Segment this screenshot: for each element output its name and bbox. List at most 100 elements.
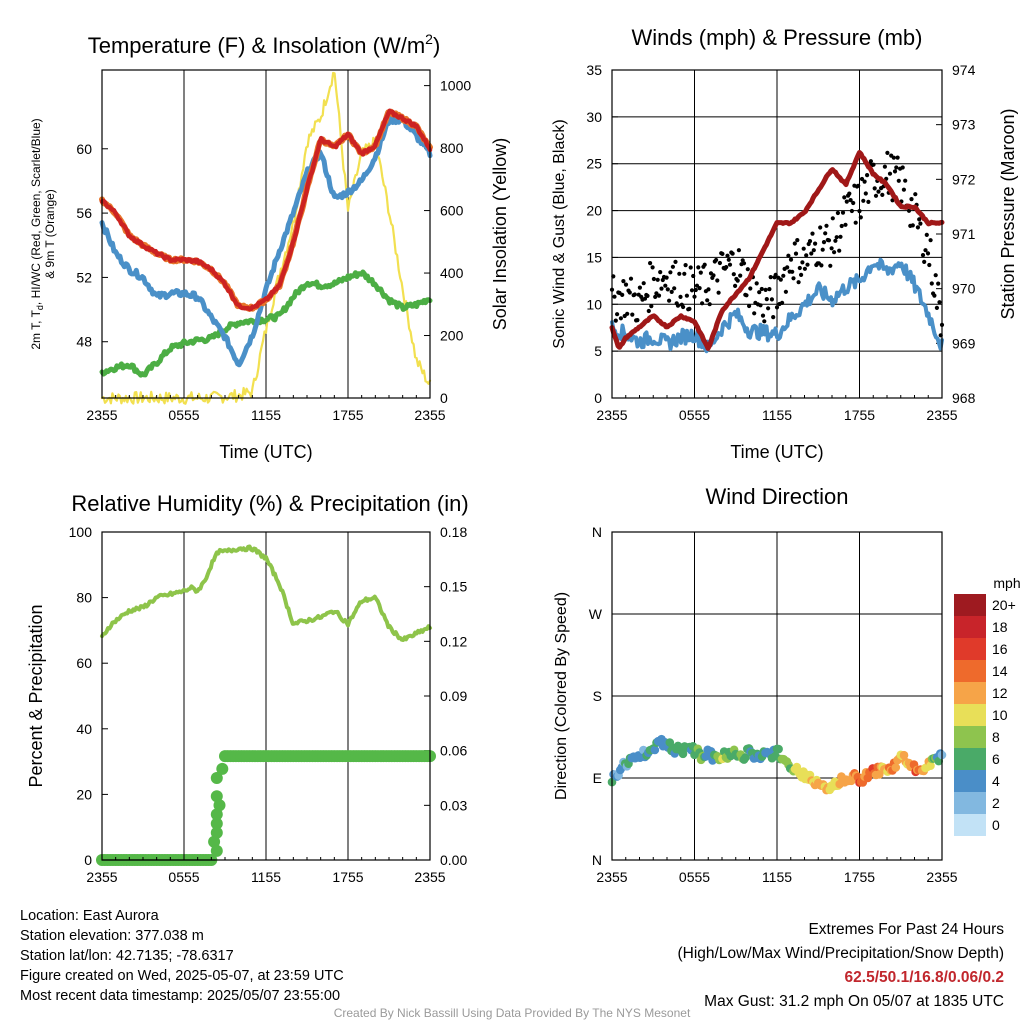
wind-gust-point xyxy=(795,238,800,243)
rh-ytick-right-label: 0.03 xyxy=(440,797,467,813)
rh-ytick-right-label: 0.18 xyxy=(440,524,467,540)
wind-ytick-label: 25 xyxy=(586,156,602,172)
wind-gust-point xyxy=(821,240,827,245)
wind-gust-point xyxy=(876,189,881,194)
wind-ytick-label: 5 xyxy=(594,343,602,359)
colorbar-swatch xyxy=(954,594,986,616)
wind-ytick-right-label: 972 xyxy=(952,171,976,187)
wind-gust-point xyxy=(780,300,785,305)
temp-series-heatindex xyxy=(99,114,433,368)
wind-gust-point xyxy=(663,283,668,288)
colorbar-swatch xyxy=(954,660,986,682)
wind-gust-point xyxy=(620,292,625,297)
wind-gust-point xyxy=(857,209,862,214)
wind-gust-point xyxy=(858,215,863,220)
wdir-point xyxy=(899,750,909,760)
wind-gust-point xyxy=(847,191,852,196)
wind-gust-point xyxy=(648,261,653,266)
wind-gust-point xyxy=(757,290,762,295)
recent-data-text: Most recent data timestamp: 2025/05/07 2… xyxy=(20,988,341,1004)
wind-gust-point xyxy=(625,311,630,316)
wind-gust-point xyxy=(799,272,804,277)
wind-gust-point xyxy=(764,297,769,302)
temp-ytick-label: 52 xyxy=(76,269,92,285)
wind-gust-point xyxy=(727,262,733,267)
wind-gust-point xyxy=(895,155,900,160)
wind-gust-point xyxy=(615,312,620,317)
wind-gust-point xyxy=(849,208,855,214)
wdir-xtick-label: 1155 xyxy=(762,869,792,885)
wind-gust-point xyxy=(754,281,759,286)
wind-gust-point xyxy=(744,293,749,298)
wind-gust-point xyxy=(882,164,888,169)
wind-gust-point xyxy=(736,248,742,253)
wind-gust-point xyxy=(833,238,838,243)
wind-series-pressure xyxy=(609,150,945,351)
credit-text: Created By Nick Bassill Using Data Provi… xyxy=(333,1006,691,1020)
wind-gust-point xyxy=(863,191,868,196)
wind-gust-point xyxy=(936,281,941,286)
wdir-ylabel-left: Direction (Colored By Speed) xyxy=(553,592,570,800)
wind-gust-point xyxy=(918,221,923,226)
wind-gust-point xyxy=(865,173,870,178)
temp-ytick-right-label: 600 xyxy=(440,203,464,219)
wind-gust-point xyxy=(796,280,801,285)
temp-ytick-right-label: 200 xyxy=(440,328,464,344)
extremes-values: 62.5/50.1/16.8/0.06/0.2 xyxy=(844,969,1004,986)
wind-xtick-label: 0555 xyxy=(679,407,710,423)
wind-gust-point xyxy=(785,265,790,270)
wind-gust-point xyxy=(800,260,805,265)
wind-gust-point xyxy=(762,319,767,324)
wind-gust-point xyxy=(818,225,823,230)
rh-ytick-label: 60 xyxy=(76,655,92,671)
wind-gust-point xyxy=(838,234,843,239)
wind-gust-point xyxy=(820,247,825,252)
wind-gust-point xyxy=(843,222,848,227)
rh-ytick-label: 0 xyxy=(84,852,92,868)
rh-ytick-right-label: 0.00 xyxy=(440,852,467,868)
temp-ytick-right-label: 800 xyxy=(440,140,464,156)
latlon-text: Station lat/lon: 42.7135; -78.6317 xyxy=(20,948,234,964)
colorbar-label: 10 xyxy=(992,707,1008,723)
wind-gust-point xyxy=(646,308,651,314)
wind-gust-point xyxy=(673,259,678,264)
wind-gust-point xyxy=(788,257,794,262)
temp-xtick-label: 1755 xyxy=(332,407,363,423)
wind-gust-point xyxy=(922,259,927,264)
wind-gust-point xyxy=(724,265,729,270)
rh-title: Relative Humidity (%) & Precipitation (i… xyxy=(71,491,468,516)
wdir-ytick-label: N xyxy=(592,524,602,540)
wind-gust-point xyxy=(714,257,719,263)
created-text: Figure created on Wed, 2025-05-07, at 23… xyxy=(20,968,344,984)
wind-ytick-right-label: 970 xyxy=(952,281,976,297)
wind-gust-point xyxy=(735,278,740,283)
rh-xtick-label: 2355 xyxy=(414,869,445,885)
wind-gust-point xyxy=(645,293,650,298)
wind-title: Winds (mph) & Pressure (mb) xyxy=(632,25,923,50)
wdir-title: Wind Direction xyxy=(705,484,848,509)
wind-gust-point xyxy=(783,289,789,294)
wind-gust-point xyxy=(810,231,815,236)
rh-precip-point xyxy=(213,799,226,812)
wdir-ytick-label: W xyxy=(589,606,603,622)
wind-ytick-label: 0 xyxy=(594,390,602,406)
wind-gust-point xyxy=(700,301,705,306)
wind-gust-point xyxy=(651,276,657,282)
wind-gust-point xyxy=(642,296,648,301)
wind-gust-point xyxy=(903,178,908,183)
wind-ytick-right-label: 974 xyxy=(952,62,976,78)
wdir-ytick-label: E xyxy=(593,770,602,786)
wind-gust-point xyxy=(802,266,808,271)
wind-gust-point xyxy=(792,241,797,246)
wind-gust-point xyxy=(804,253,809,258)
rh-ytick-label: 40 xyxy=(76,721,92,737)
temp-xtick-label: 2355 xyxy=(414,407,445,423)
wdir-point xyxy=(891,763,901,772)
wind-ytick-label: 30 xyxy=(586,109,602,125)
wind-gust-point xyxy=(828,263,833,268)
temp-ytick-label: 56 xyxy=(76,205,92,221)
wind-gust-point xyxy=(637,285,643,290)
elevation-text: Station elevation: 377.038 m xyxy=(20,928,204,944)
wind-gust-point xyxy=(672,286,677,291)
wind-gust-point xyxy=(790,269,795,274)
